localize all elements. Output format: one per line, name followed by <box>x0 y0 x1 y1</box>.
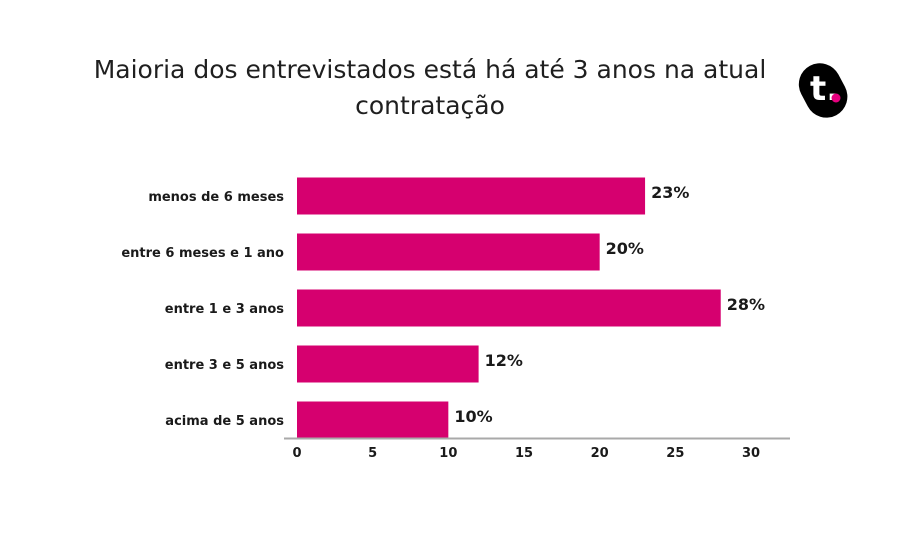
logo-letter: t. <box>810 69 839 109</box>
bar <box>297 177 646 215</box>
labels-layer: menos de 6 meses 23% entre 6 meses e 1 ano… <box>121 183 765 429</box>
ticks-layer: 0 5 10 15 20 25 30 <box>292 446 760 461</box>
x-tick-label: 30 <box>742 446 760 461</box>
bar <box>297 345 479 383</box>
category-label: menos de 6 meses <box>148 190 284 205</box>
data-label: 20% <box>606 239 644 258</box>
logo-badge <box>798 63 848 118</box>
x-tick-label: 20 <box>591 446 609 461</box>
x-tick-label: 15 <box>515 446 533 461</box>
chart-title: Maioria dos entrevistados está há até 3 … <box>93 55 767 120</box>
bar <box>297 233 600 271</box>
bar <box>297 401 449 439</box>
data-label: 10% <box>454 407 492 426</box>
category-label: entre 6 meses e 1 ano <box>121 246 284 261</box>
bars-layer <box>297 177 721 439</box>
x-tick-label: 10 <box>439 446 457 461</box>
category-label: entre 1 e 3 anos <box>165 302 284 317</box>
x-tick-label: 5 <box>368 446 377 461</box>
data-label: 23% <box>651 183 689 202</box>
bar <box>297 289 721 327</box>
x-tick-label: 25 <box>666 446 684 461</box>
brand-logo: t. <box>798 63 848 118</box>
logo-dot <box>831 93 841 103</box>
data-label: 28% <box>727 295 765 314</box>
category-label: entre 3 e 5 anos <box>165 358 284 373</box>
x-tick-label: 0 <box>292 446 301 461</box>
category-label: acima de 5 anos <box>165 414 284 429</box>
data-label: 12% <box>485 351 523 370</box>
